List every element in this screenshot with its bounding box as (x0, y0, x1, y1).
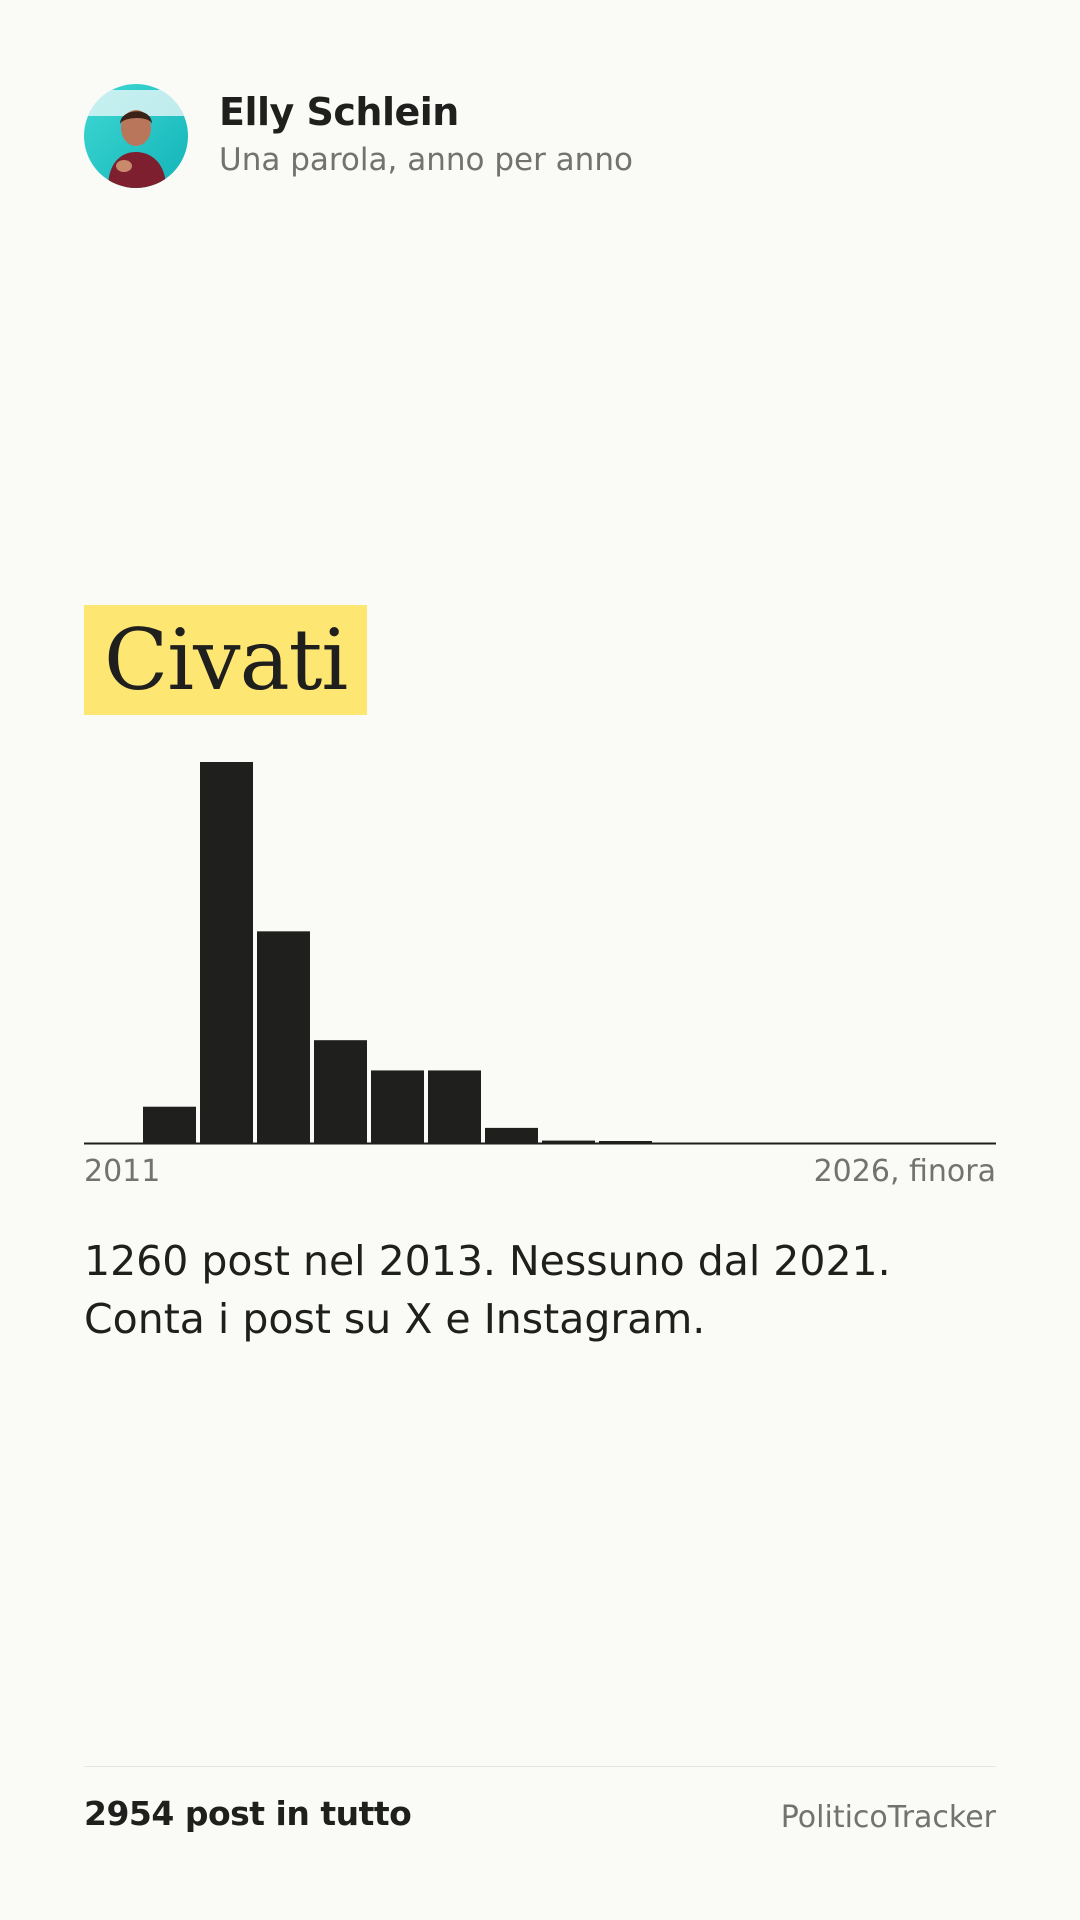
total-posts: 2954 post in tutto (84, 1794, 412, 1833)
footer-divider (84, 1766, 996, 1767)
chart-description: 1260 post nel 2013. Nessuno dal 2021. Co… (84, 1237, 891, 1343)
person-photo-icon (84, 84, 188, 188)
bar-2014 (257, 931, 310, 1143)
bar-2018 (485, 1127, 538, 1143)
x-axis-end-label: 2026, finora (813, 1154, 996, 1189)
yearly-bar-chart (84, 760, 996, 1146)
profile-subtitle: Una parola, anno per anno (219, 142, 633, 178)
bar-2015 (314, 1040, 367, 1143)
x-axis-start-label: 2011 (84, 1154, 161, 1189)
keyword-highlight: Civati (84, 605, 368, 715)
bar-2020 (599, 1141, 652, 1143)
bar-2013 (200, 762, 253, 1143)
brand-label: PoliticoTracker (780, 1800, 996, 1835)
bar-2017 (428, 1070, 481, 1143)
bar-2012 (143, 1106, 196, 1143)
bar-2016 (371, 1070, 424, 1143)
bar-2019 (542, 1140, 595, 1143)
header: Elly Schlein Una parola, anno per anno (84, 84, 996, 190)
profile-name: Elly Schlein (219, 90, 459, 134)
avatar (84, 84, 188, 188)
bar-chart-svg (84, 762, 996, 1145)
